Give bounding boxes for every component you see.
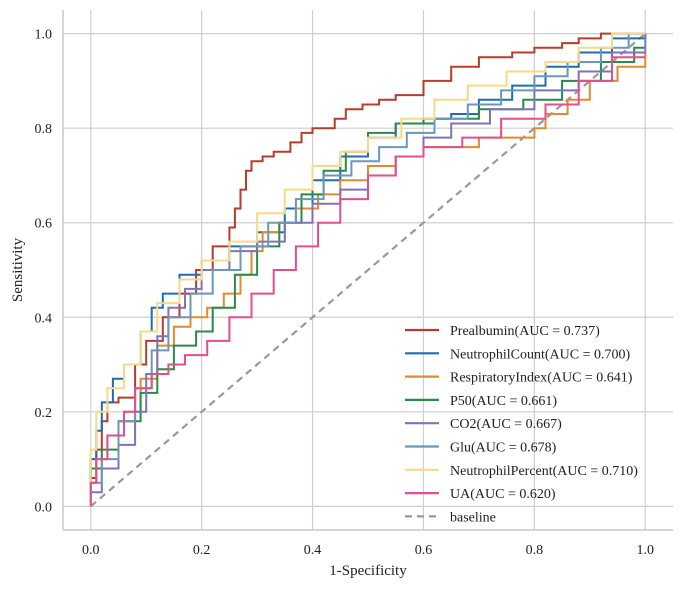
tick-labels: 0.0 0.2 0.4 0.6 0.8 1.0 0.0 0.2 0.4 0.6 0.8 1.0 [35, 28, 655, 558]
legend-label: P50(AUC = 0.661) [450, 394, 557, 409]
y-tick-label: 0.6 [35, 217, 53, 232]
x-tick-label: 0.6 [415, 543, 433, 558]
y-tick-label: 1.0 [35, 28, 53, 43]
x-axis-label: 1-Specificity [329, 563, 407, 579]
legend-label: UA(AUC = 0.620) [450, 487, 556, 502]
y-tick-label: 0.8 [35, 122, 53, 137]
legend-label: baseline [450, 510, 496, 525]
y-tick-label: 0.4 [35, 311, 53, 326]
y-tick-label: 0.0 [35, 500, 53, 515]
grid [63, 10, 673, 530]
legend-label: Prealbumin(AUC = 0.737) [450, 324, 600, 339]
series-line-6 [89, 32, 646, 507]
x-tick-label: 0.4 [304, 543, 322, 558]
y-tick-label: 0.2 [35, 406, 53, 421]
series [89, 32, 647, 508]
x-tick-label: 0.2 [193, 543, 211, 558]
legend-label: NeutrophilCount(AUC = 0.700) [450, 347, 630, 362]
legend-label: Glu(AUC = 0.678) [450, 441, 557, 456]
series-line-7 [89, 56, 646, 507]
axes [62, 10, 673, 531]
series-line-2 [89, 52, 647, 507]
y-axis-label: Sensitivity [10, 237, 26, 302]
series-line-baseline [90, 32, 646, 508]
x-tick-label: 1.0 [637, 543, 655, 558]
legend-label: NeutrophilPercent(AUC = 0.710) [450, 464, 638, 479]
legend: Prealbumin(AUC = 0.737) NeutrophilCount(A… [405, 324, 638, 525]
x-tick-label: 0.8 [526, 543, 544, 558]
x-tick-label: 0.0 [82, 543, 100, 558]
series-line-3 [89, 46, 646, 507]
legend-label: CO2(AUC = 0.667) [450, 417, 562, 432]
series-line-4 [89, 33, 647, 507]
legend-label: RespiratoryIndex(AUC = 0.641) [450, 371, 633, 386]
